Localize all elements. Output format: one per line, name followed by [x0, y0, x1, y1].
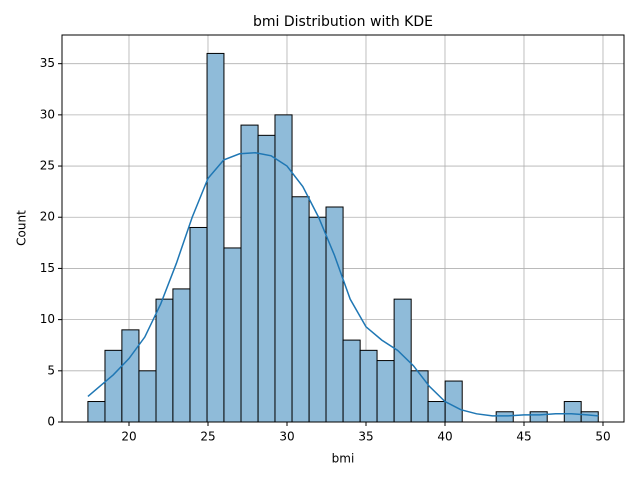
x-tick-label: 45 — [516, 430, 531, 444]
y-tick-label: 15 — [40, 261, 55, 275]
y-tick-label: 30 — [40, 107, 55, 121]
bar — [308, 216, 327, 423]
chart-title: bmi Distribution with KDE — [253, 14, 433, 30]
x-tick-label: 40 — [437, 430, 452, 444]
bar — [104, 349, 123, 423]
bar — [427, 401, 446, 423]
bar — [121, 329, 140, 423]
y-tick-label: 25 — [40, 159, 55, 173]
bar — [376, 360, 395, 423]
x-tick-label: 20 — [121, 430, 136, 444]
bar — [189, 226, 208, 423]
x-tick-label: 25 — [200, 430, 215, 444]
bar — [274, 114, 293, 423]
bar — [223, 247, 242, 423]
x-tick-label: 50 — [595, 430, 610, 444]
bar — [563, 401, 582, 423]
y-axis-label: Count — [15, 210, 29, 246]
bar — [410, 370, 429, 423]
y-tick-label: 10 — [40, 312, 55, 326]
bar — [580, 411, 599, 423]
y-tick-label: 35 — [40, 56, 55, 70]
bar — [257, 134, 276, 423]
bar — [206, 52, 225, 423]
axes-frame — [61, 34, 625, 423]
bar — [495, 411, 514, 423]
bar — [444, 380, 463, 423]
y-tick-label: 0 — [47, 415, 55, 429]
bar-layer — [87, 52, 599, 423]
x-axis-label: bmi — [332, 452, 355, 466]
bar — [291, 196, 310, 423]
bar — [155, 298, 174, 423]
bar — [359, 349, 378, 423]
bar — [342, 339, 361, 423]
x-tick-label: 30 — [279, 430, 294, 444]
bar — [172, 288, 191, 423]
bar — [138, 370, 157, 423]
x-tick-label: 35 — [358, 430, 373, 444]
bar — [87, 401, 106, 423]
y-tick-label: 5 — [47, 363, 55, 377]
bar — [240, 124, 259, 423]
bar — [529, 411, 548, 423]
y-tick-label: 20 — [40, 210, 55, 224]
kde-line — [87, 151, 599, 417]
